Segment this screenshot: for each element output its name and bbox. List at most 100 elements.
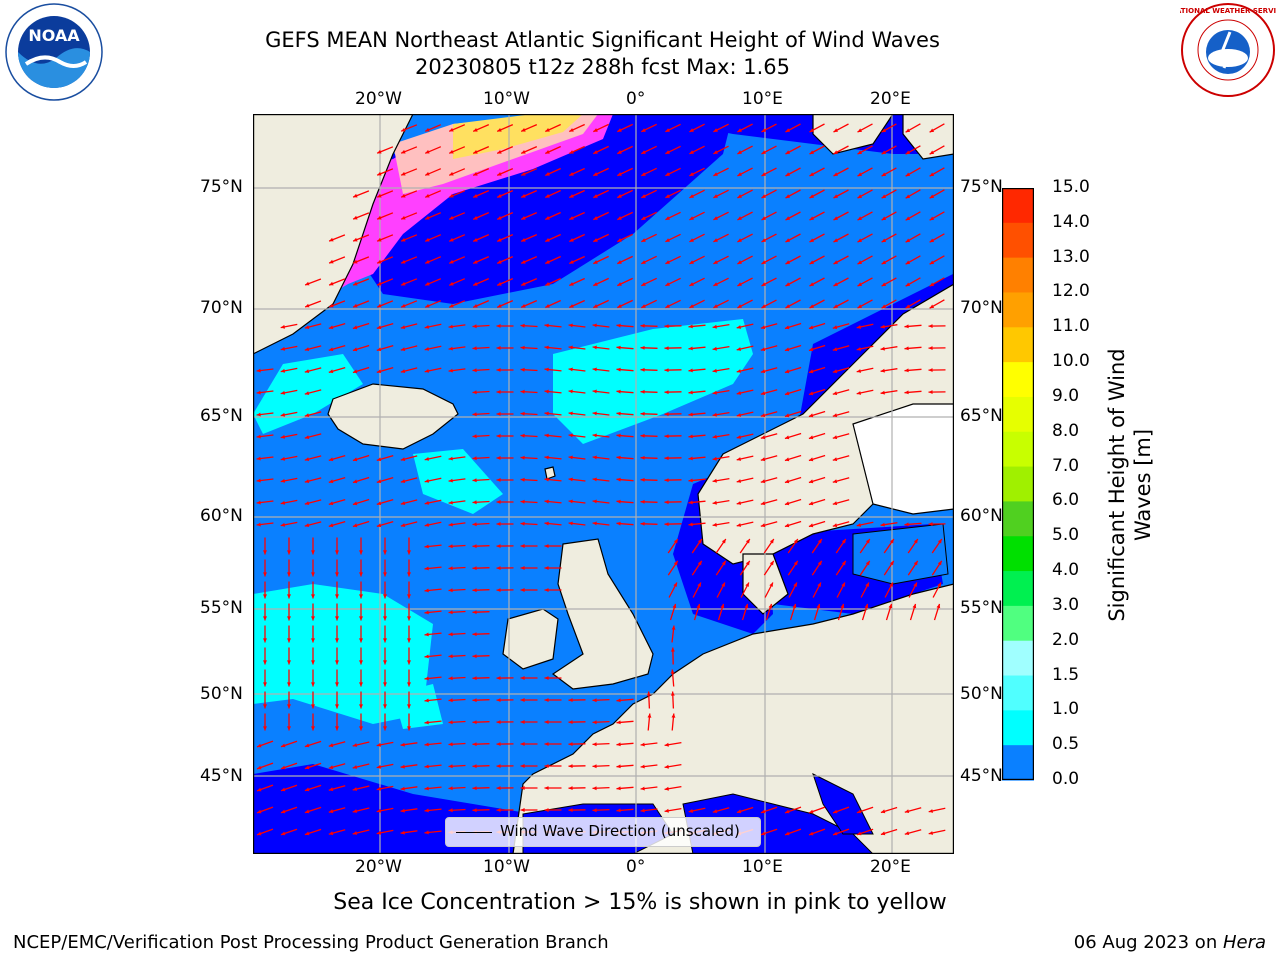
wave-direction-arrowhead [544,720,549,724]
wave-direction-arrowhead [287,550,291,555]
wave-direction-arrowhead [353,193,358,198]
wave-direction-arrowhead [352,787,358,791]
wave-direction-arrowhead [737,216,742,220]
wave-direction-arrowhead [383,704,387,709]
wave-direction-arrowhead [888,603,893,609]
wave-direction-arrowhead [905,172,911,177]
wave-direction-arrowhead [497,304,502,308]
wave-direction-arrowhead [785,128,790,132]
tick-left-70n: 70°N [200,298,243,318]
wave-direction-arrowhead [809,128,814,132]
wave-direction-arrowhead [544,477,549,482]
wave-direction-arrowhead [712,346,717,351]
wave-direction-arrowhead [263,726,267,731]
wave-direction-arrowhead [593,128,598,132]
wave-direction-arrowhead [472,500,477,505]
wave-direction-arrowhead [424,764,429,769]
wave-direction-arrowhead [497,238,502,242]
wave-direction-arrowhead [760,325,766,330]
wave-direction-arrowhead [665,260,670,264]
wave-direction-arrowhead [424,501,429,505]
wave-direction-arrowhead [568,698,573,702]
wave-direction-arrowhead [257,743,262,748]
wave-direction-arrowhead [857,128,862,133]
wave-direction-arrowhead [449,171,454,176]
wave-direction-arrowhead [400,764,405,769]
colorbar-tick-label: 10.0 [1052,351,1090,372]
wave-direction-arrowhead [521,260,526,264]
wave-direction-arrowhead [928,522,933,526]
wave-direction-arrowhead [335,550,339,555]
wave-direction-arrowhead [520,808,525,812]
wave-direction-arrowhead [425,215,430,220]
wave-direction-arrowhead [592,764,597,769]
tick-bottom-0: 0° [626,857,646,877]
wave-direction-arrowhead [376,457,382,462]
wave-direction-arrowhead [472,566,477,571]
wave-direction-arrowhead [696,603,701,609]
wave-direction-arrowhead [401,149,406,154]
noaa-logo-text: NOAA [28,26,80,45]
wave-direction-arrowhead [937,582,941,587]
wave-direction-arrowhead [760,523,766,528]
wave-direction-arrowhead [881,128,887,133]
nws-logo-text: NATIONAL WEATHER SERVICE [1180,7,1276,15]
wave-direction-arrowhead [383,660,387,665]
nws-logo-icon: NATIONAL WEATHER SERVICE [1180,3,1276,97]
colorbar-segment [1002,745,1034,781]
wave-direction-arrowhead [880,390,885,395]
wave-direction-arrowhead [833,304,838,308]
wave-direction-arrowhead [592,389,597,394]
wave-direction-arrowhead [929,304,935,309]
wave-direction-arrowhead [592,411,597,416]
wave-direction-arrowhead [376,808,381,813]
wave-direction-arrowhead [809,282,814,286]
wave-direction-arrowhead [616,367,621,372]
tick-left-60n: 60°N [200,506,243,526]
wave-direction-arrowhead [304,347,310,351]
wave-direction-arrowhead [472,808,477,813]
wave-direction-arrowhead [808,435,814,440]
wave-direction-arrowhead [256,368,261,373]
wave-direction-arrowhead [670,647,675,652]
wave-direction-arrowhead [263,660,267,665]
wave-direction-arrowhead [328,809,334,814]
wave-direction-arrowhead [688,434,693,439]
wave-direction-arrowhead [616,389,621,394]
wave-direction-arrowhead [937,539,942,544]
wave-direction-arrowhead [497,194,502,198]
wave-direction-arrowhead [496,698,501,702]
wave-direction-arrowhead [832,347,838,352]
wave-direction-arrowhead [641,194,646,198]
wave-direction-arrowhead [809,304,814,308]
wave-direction-arrowhead [769,560,774,566]
wave-direction-arrowhead [808,457,814,462]
wave-direction-arrowhead [304,369,310,373]
wave-direction-arrowhead [640,455,645,460]
wave-direction-arrowhead [640,786,645,791]
wave-direction-arrowhead [449,215,454,220]
wave-direction-arrowhead [280,522,285,527]
wave-direction-arrowhead [376,369,382,374]
wave-direction-arrowhead [359,726,363,731]
wave-direction-arrowhead [544,345,549,350]
wave-direction-arrowhead [545,172,550,176]
wave-direction-arrowhead [472,610,477,615]
wave-direction-arrowhead [425,127,430,132]
wave-direction-arrowhead [857,304,862,309]
wave-direction-arrowhead [617,128,622,132]
wave-direction-arrowhead [545,150,550,154]
wave-direction-arrowhead [592,742,597,747]
wave-direction-arrowhead [328,787,334,792]
wave-direction-arrowhead [737,172,742,176]
wave-direction-arrowhead [449,281,454,286]
wave-direction-arrowhead [496,434,501,438]
colorbar-tick-label: 8.0 [1052,420,1080,441]
wave-direction-arrowhead [593,172,598,176]
wave-direction-arrowhead [857,282,862,287]
wave-direction-arrowhead [905,216,911,221]
wave-direction-arrowhead [257,831,262,836]
wave-direction-arrowhead [833,282,838,286]
wave-direction-arrowhead [647,713,652,718]
wave-direction-arrowhead [671,625,676,630]
